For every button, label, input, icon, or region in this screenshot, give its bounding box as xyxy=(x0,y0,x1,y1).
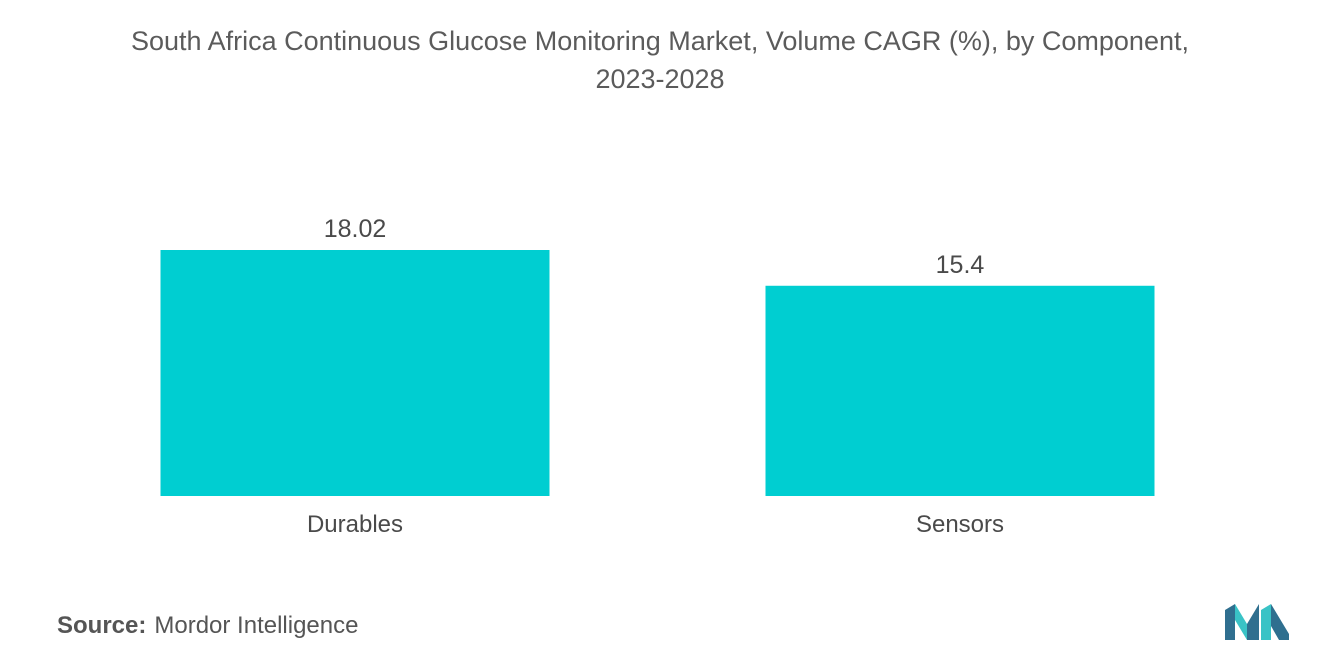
logo-shape-left-light xyxy=(1235,604,1247,640)
bar-sensors xyxy=(765,285,1155,496)
x-tick-label-sensors: Sensors xyxy=(916,511,1004,538)
chart-title-line-2: 2023-2028 xyxy=(595,64,725,94)
logo-shape-right-light xyxy=(1261,604,1271,640)
logo-shape-right-dark xyxy=(1271,604,1289,640)
data-label-durables: 18.02 xyxy=(324,215,387,243)
source-value: Mordor Intelligence xyxy=(154,612,359,639)
data-label-sensors: 15.4 xyxy=(936,251,985,279)
logo-shape-mid-dark xyxy=(1247,604,1259,640)
bar-durables xyxy=(160,250,550,496)
source-label: Source: xyxy=(57,612,147,639)
chart-title-line-1: South Africa Continuous Glucose Monitori… xyxy=(131,26,1189,56)
chart-title: South Africa Continuous Glucose Monitori… xyxy=(0,22,1320,98)
mordor-intelligence-logo-icon xyxy=(1225,604,1289,640)
source-note: Source: Mordor Intelligence xyxy=(57,612,358,640)
x-tick-label-durables: Durables xyxy=(307,511,403,538)
logo-shape-left-dark xyxy=(1225,604,1235,640)
